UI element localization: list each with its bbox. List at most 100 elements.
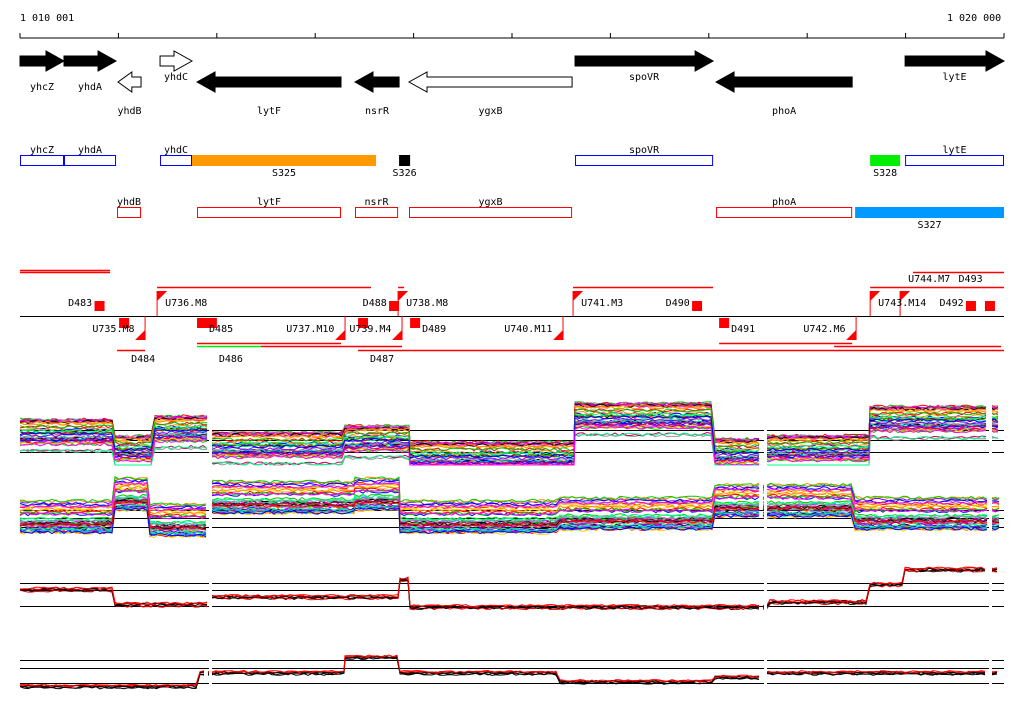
terminator-label: D483 bbox=[68, 298, 92, 309]
annotation-label-lytE: lytE bbox=[943, 145, 967, 156]
terminator-label: D491 bbox=[731, 324, 755, 335]
promoter-label: U743.M14 bbox=[878, 298, 926, 309]
gene-arrow-nsrR bbox=[353, 71, 400, 93]
promoter-label: U735.M8 bbox=[92, 324, 134, 335]
promoter-label: U740.M11 bbox=[504, 324, 552, 335]
expression-profile bbox=[19, 654, 998, 687]
gene-arrow-lytF bbox=[196, 71, 342, 93]
annotation-box-S327 bbox=[855, 207, 1004, 218]
terminator-label: D484 bbox=[131, 354, 155, 365]
promoter-label: U736.M8 bbox=[165, 298, 207, 309]
gene-arrow-yhdC bbox=[159, 50, 194, 72]
annotation-label-phoA: phoA bbox=[772, 197, 796, 208]
expression-profile bbox=[19, 421, 999, 465]
annotation-label-yhdA: yhdA bbox=[78, 145, 102, 156]
terminator-box bbox=[410, 318, 421, 328]
terminator-box bbox=[389, 301, 400, 311]
annotation-box-yhdA bbox=[63, 155, 117, 166]
terminator-box bbox=[197, 318, 208, 328]
expression-profile bbox=[19, 489, 1000, 520]
annotation-box-phoA bbox=[716, 207, 853, 218]
terminator-box bbox=[94, 301, 105, 311]
promoter-flag bbox=[573, 291, 584, 301]
gene-label-yhdC: yhdC bbox=[164, 72, 188, 83]
annotation-box-yhdB bbox=[117, 207, 142, 218]
annotation-box-spoVR bbox=[575, 155, 714, 166]
data-gap bbox=[989, 650, 992, 705]
annotation-box-lytE bbox=[905, 155, 1004, 166]
terminator-label: D485 bbox=[209, 324, 233, 335]
terminator-box bbox=[692, 301, 703, 311]
gene-arrow-yhdB bbox=[117, 71, 142, 93]
gene-label-spoVR: spoVR bbox=[629, 72, 660, 83]
expression-profile bbox=[19, 425, 999, 466]
gene-arrow-spoVR bbox=[574, 50, 715, 72]
expression-profile bbox=[19, 475, 1000, 507]
axis-start-label: 1 010 001 bbox=[20, 13, 75, 24]
gene-arrow-phoA bbox=[715, 71, 853, 93]
annotation-label-S326: S326 bbox=[393, 168, 417, 179]
expression-profile bbox=[19, 408, 999, 452]
terminator-label: D487 bbox=[370, 354, 394, 365]
gene-arrow-ygxB bbox=[407, 71, 573, 93]
annotation-box-S326 bbox=[399, 155, 411, 166]
expression-profile bbox=[19, 569, 998, 611]
expression-profile bbox=[19, 507, 1000, 538]
gene-arrow-lytE bbox=[904, 50, 1006, 72]
expression-profile bbox=[19, 414, 999, 459]
annotation-box-S328 bbox=[870, 155, 901, 166]
annotation-box-yhdC bbox=[160, 155, 193, 166]
terminator-label: D489 bbox=[422, 324, 446, 335]
promoter-flag bbox=[900, 291, 911, 301]
annotation-label-S328: S328 bbox=[873, 168, 897, 179]
gene-label-yhdB: yhdB bbox=[117, 106, 141, 117]
data-gap bbox=[989, 395, 992, 470]
gene-label-nsrR: nsrR bbox=[365, 106, 390, 117]
annotation-label-lytF: lytF bbox=[257, 197, 281, 208]
data-gap bbox=[209, 470, 212, 545]
annotation-box-yhcZ bbox=[20, 155, 64, 166]
gene-arrow-yhdA bbox=[63, 50, 118, 72]
promoter-label: U741.M3 bbox=[581, 298, 623, 309]
data-gap bbox=[209, 395, 212, 470]
terminator-box bbox=[358, 318, 369, 328]
promoter-label: U739.M4 bbox=[349, 324, 391, 335]
annotation-box-ygxB bbox=[409, 207, 573, 218]
data-gap bbox=[209, 650, 212, 705]
terminator-label: D490 bbox=[666, 298, 690, 309]
axis-end-label: 1 020 000 bbox=[947, 13, 1002, 24]
promoter-flag bbox=[870, 291, 881, 301]
expression-profile bbox=[20, 656, 998, 689]
annotation-label-ygxB: ygxB bbox=[478, 197, 502, 208]
expression-profile bbox=[19, 500, 1000, 531]
promoter-flag bbox=[157, 291, 168, 301]
annotation-box-nsrR bbox=[354, 207, 399, 218]
data-gap bbox=[989, 470, 992, 545]
terminator-label: D493 bbox=[959, 274, 983, 285]
promoter-label: U742.M6 bbox=[803, 324, 845, 335]
promoter-label: U737.M10 bbox=[286, 324, 334, 335]
promoter-label: U738.M8 bbox=[406, 298, 448, 309]
gene-label-yhdA: yhdA bbox=[78, 82, 102, 93]
gene-label-phoA: phoA bbox=[772, 106, 796, 117]
gene-label-lytE: lytE bbox=[943, 72, 967, 83]
data-gap bbox=[764, 470, 767, 545]
data-gap bbox=[764, 650, 767, 705]
terminator-box bbox=[965, 301, 976, 311]
data-gap bbox=[209, 560, 212, 620]
terminator-label: D488 bbox=[363, 298, 387, 309]
expression-profile bbox=[19, 404, 999, 448]
terminator-label: D486 bbox=[219, 354, 243, 365]
gene-label-lytF: lytF bbox=[257, 106, 281, 117]
data-gap bbox=[764, 395, 767, 470]
terminator-label: D492 bbox=[940, 298, 964, 309]
expression-profile bbox=[19, 496, 1000, 527]
terminator-box bbox=[119, 318, 130, 328]
gene-label-ygxB: ygxB bbox=[478, 106, 502, 117]
annotation-box-S325 bbox=[192, 155, 377, 166]
annotation-label-yhcZ: yhcZ bbox=[30, 145, 54, 156]
terminator-box bbox=[206, 318, 217, 328]
terminator-box bbox=[719, 318, 730, 328]
expression-profile bbox=[19, 481, 1000, 512]
